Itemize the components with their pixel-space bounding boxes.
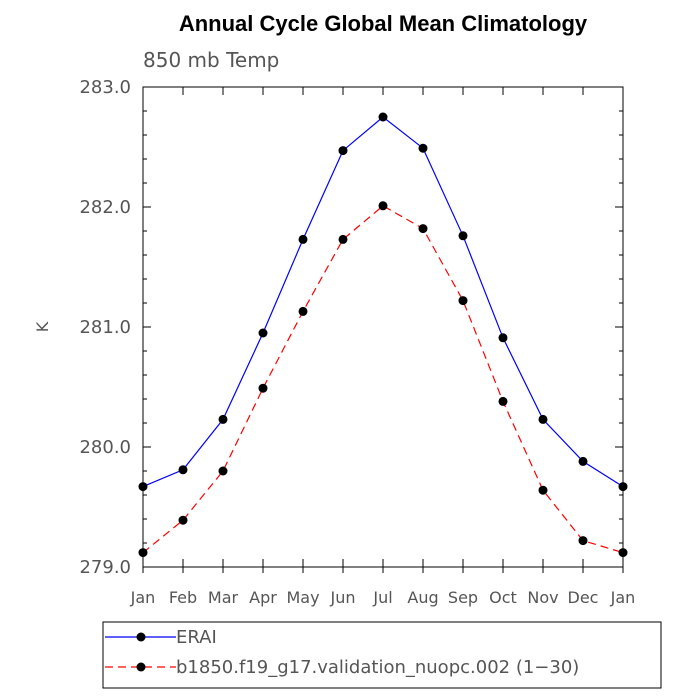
data-point [458, 296, 468, 306]
data-point [338, 234, 348, 244]
data-point [578, 536, 588, 546]
legend-marker-model [136, 662, 146, 672]
data-point [578, 456, 588, 466]
data-point [618, 548, 628, 558]
chart-title: Annual Cycle Global Mean Climatology [179, 11, 588, 36]
chart-subtitle: 850 mb Temp [143, 48, 279, 72]
data-point [218, 414, 228, 424]
data-point [498, 333, 508, 343]
data-point [138, 548, 148, 558]
data-point [178, 465, 188, 475]
data-point [258, 328, 268, 338]
x-tick-label: Jan [130, 588, 156, 607]
legend-entry-model: b1850.f19_g17.validation_nuopc.002 (1−30… [176, 657, 579, 678]
data-point [178, 515, 188, 525]
y-tick-label: 281.0 [79, 317, 131, 338]
data-point [298, 306, 308, 316]
y-tick-label: 282.0 [79, 197, 131, 218]
y-tick-label: 280.0 [79, 437, 131, 458]
x-tick-label: Feb [169, 588, 197, 607]
data-point [218, 466, 228, 476]
legend: ERAI b1850.f19_g17.validation_nuopc.002 … [102, 621, 662, 689]
data-point [418, 143, 428, 153]
legend-marker-erai [136, 632, 146, 642]
data-point [418, 224, 428, 234]
data-point [378, 201, 388, 211]
y-tick-label: 283.0 [79, 77, 131, 98]
x-tick-label: Aug [407, 588, 438, 607]
x-tick-label: May [286, 588, 319, 607]
x-tick-label: Dec [568, 588, 599, 607]
series-1 [138, 201, 628, 558]
data-point [618, 482, 628, 492]
series-layer [138, 112, 628, 558]
x-tick-label: Jan [610, 588, 636, 607]
legend-entry-erai: ERAI [176, 627, 217, 648]
data-point [538, 414, 548, 424]
x-tick-label: Jun [330, 588, 356, 607]
x-tick-label: Jul [372, 588, 392, 607]
x-tick-label: Mar [208, 588, 239, 607]
series-0 [138, 112, 628, 492]
data-point [378, 112, 388, 122]
legend-box [102, 621, 662, 689]
data-point [498, 396, 508, 406]
data-point [298, 234, 308, 244]
y-tick-label: 279.0 [79, 557, 131, 578]
series-line [142, 116, 624, 488]
data-point [338, 146, 348, 156]
data-point [458, 231, 468, 241]
y-axis-label: K [33, 321, 52, 332]
series-line [142, 205, 624, 554]
x-tick-label: Apr [249, 588, 277, 607]
plot-frame [142, 86, 624, 568]
data-point [258, 383, 268, 393]
x-tick-label: Oct [489, 588, 517, 607]
x-tick-label: Sep [448, 588, 478, 607]
axes: 279.0 280.0 281.0 282.0 283.0 Jan Feb Mar Apr May… [79, 77, 635, 607]
data-point [138, 482, 148, 492]
data-point [538, 485, 548, 495]
x-tick-label: Nov [527, 588, 558, 607]
